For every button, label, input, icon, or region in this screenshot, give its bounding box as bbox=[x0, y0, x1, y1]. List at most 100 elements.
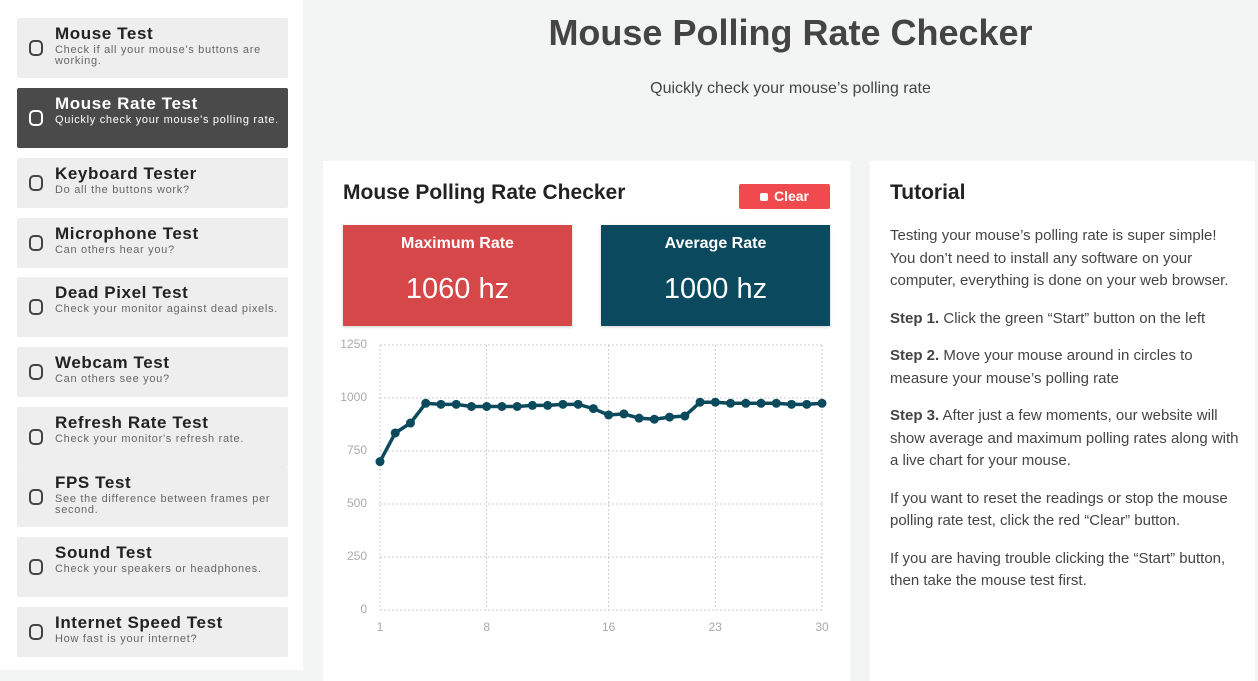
tutorial-paragraph: Step 1. Click the green “Start” button o… bbox=[890, 308, 1245, 331]
y-tick-label: 250 bbox=[347, 549, 367, 563]
tutorial-body: Testing your mouse’s polling rate is sup… bbox=[890, 225, 1245, 608]
x-tick-label: 8 bbox=[483, 620, 490, 634]
nav-description: Do all the buttons work? bbox=[55, 184, 190, 196]
x-tick-label: 30 bbox=[815, 620, 829, 634]
nav-title: FPS Test bbox=[55, 473, 132, 492]
nav-icon bbox=[29, 364, 43, 380]
nav-icon bbox=[29, 40, 43, 56]
data-point bbox=[482, 401, 492, 411]
nav-description: Check your speakers or headphones. bbox=[55, 563, 262, 575]
y-tick-label: 0 bbox=[360, 602, 367, 616]
nav-item[interactable]: Microphone Test Can others hear you? bbox=[17, 218, 288, 268]
nav-title: Refresh Rate Test bbox=[55, 413, 209, 432]
data-point bbox=[756, 398, 766, 408]
data-point bbox=[771, 398, 781, 408]
data-point bbox=[710, 397, 720, 407]
y-tick-label: 1250 bbox=[340, 337, 367, 351]
paragraph-text: Click the green “Start” button on the le… bbox=[943, 309, 1206, 327]
nav-description: See the difference between frames per se… bbox=[55, 493, 271, 516]
data-point bbox=[817, 398, 827, 408]
data-point bbox=[527, 400, 537, 410]
nav-icon bbox=[29, 624, 43, 640]
data-point bbox=[665, 412, 675, 422]
paragraph-text: If you are having trouble clicking the “… bbox=[890, 549, 1226, 590]
sidebar: Mouse Test Check if all your mouse's butt… bbox=[0, 0, 303, 670]
nav-icon bbox=[29, 429, 43, 445]
paragraph-text: If you want to reset the readings or sto… bbox=[890, 489, 1228, 530]
nav-title: Microphone Test bbox=[55, 224, 199, 243]
nav-icon bbox=[29, 235, 43, 251]
nav-title: Keyboard Tester bbox=[55, 164, 197, 183]
data-point bbox=[573, 399, 583, 409]
data-point bbox=[619, 409, 629, 419]
x-tick-label: 1 bbox=[377, 620, 384, 634]
data-point bbox=[787, 399, 797, 409]
page-title: Mouse Polling Rate Checker bbox=[548, 12, 1033, 53]
data-point bbox=[558, 399, 568, 409]
nav-title: Mouse Rate Test bbox=[55, 94, 198, 113]
data-point bbox=[466, 401, 476, 411]
nav-description: Can others see you? bbox=[55, 373, 170, 385]
nav-title: Mouse Test bbox=[55, 24, 154, 43]
step-label: Step 3. bbox=[890, 407, 940, 424]
checker-card: Mouse Polling Rate Checker Clear Maximum… bbox=[323, 161, 850, 681]
data-point bbox=[390, 428, 400, 438]
data-point bbox=[497, 401, 507, 411]
nav-item[interactable]: Dead Pixel Test Check your monitor agains… bbox=[17, 277, 288, 337]
nav-item[interactable]: Mouse Rate Test Quickly check your mouse'… bbox=[17, 88, 288, 148]
data-point bbox=[604, 410, 614, 420]
nav-title: Sound Test bbox=[55, 543, 153, 562]
nav-item[interactable]: Webcam Test Can others see you? bbox=[17, 347, 288, 397]
nav-description: Check your monitor against dead pixels. bbox=[55, 303, 278, 315]
tutorial-paragraph: Testing your mouse’s polling rate is sup… bbox=[890, 225, 1245, 293]
data-point bbox=[588, 404, 598, 414]
paragraph-text: After just a few moments, our website wi… bbox=[890, 407, 1239, 469]
nav-description: Can others hear you? bbox=[55, 244, 175, 256]
nav-icon bbox=[29, 299, 43, 315]
data-point bbox=[695, 397, 705, 407]
nav-item[interactable]: Keyboard Tester Do all the buttons work? bbox=[17, 158, 288, 208]
nav-item[interactable]: Internet Speed Test How fast is your inte… bbox=[17, 607, 288, 657]
data-point bbox=[649, 414, 659, 424]
y-tick-label: 750 bbox=[347, 443, 367, 457]
stat-label: Average Rate bbox=[664, 235, 767, 252]
data-point bbox=[436, 399, 446, 409]
nav-description: Quickly check your mouse's polling rate. bbox=[55, 114, 279, 126]
nav-title: Internet Speed Test bbox=[55, 613, 223, 632]
y-tick-label: 500 bbox=[347, 496, 367, 510]
nav-item[interactable]: FPS Test See the difference between frame… bbox=[17, 467, 288, 527]
nav-title: Webcam Test bbox=[55, 353, 170, 372]
tutorial-paragraph: If you are having trouble clicking the “… bbox=[890, 548, 1245, 593]
data-point bbox=[512, 401, 522, 411]
tutorial-title: Tutorial bbox=[890, 181, 966, 204]
data-point bbox=[634, 413, 644, 423]
data-point bbox=[543, 400, 553, 410]
stat-box: Maximum Rate 1060 hz bbox=[343, 225, 572, 326]
data-point bbox=[802, 399, 812, 409]
nav-item[interactable]: Refresh Rate Test Check your monitor's re… bbox=[17, 407, 288, 467]
chart: 0 250 500 750 1000 1250 1 8 16 23 30 bbox=[340, 337, 829, 634]
nav-item[interactable]: Mouse Test Check if all your mouse's butt… bbox=[17, 18, 288, 78]
data-point bbox=[421, 398, 431, 408]
tutorial-paragraph: Step 2. Move your mouse around in circle… bbox=[890, 345, 1245, 390]
nav-icon bbox=[29, 175, 43, 191]
nav-description: Check if all your mouse's buttons are wo… bbox=[55, 44, 261, 67]
clear-button[interactable]: Clear bbox=[739, 184, 830, 209]
stat-label: Maximum Rate bbox=[401, 235, 514, 252]
step-label: Step 1. bbox=[890, 309, 940, 327]
nav-item[interactable]: Sound Test Check your speakers or headpho… bbox=[17, 537, 288, 597]
nav-icon bbox=[29, 489, 43, 505]
nav-icon bbox=[29, 110, 43, 126]
tutorial-paragraph: If you want to reset the readings or sto… bbox=[890, 488, 1245, 533]
stat-value: 1000 hz bbox=[663, 273, 768, 305]
data-point bbox=[726, 398, 736, 408]
nav-description: Check your monitor's refresh rate. bbox=[55, 433, 245, 445]
card-title: Mouse Polling Rate Checker bbox=[343, 181, 626, 204]
data-point bbox=[451, 399, 461, 409]
x-tick-label: 16 bbox=[602, 620, 616, 634]
stat-value: 1060 hz bbox=[405, 273, 510, 305]
nav-title: Dead Pixel Test bbox=[55, 283, 189, 302]
page-subtitle: Quickly check your mouse’s polling rate bbox=[650, 80, 931, 97]
